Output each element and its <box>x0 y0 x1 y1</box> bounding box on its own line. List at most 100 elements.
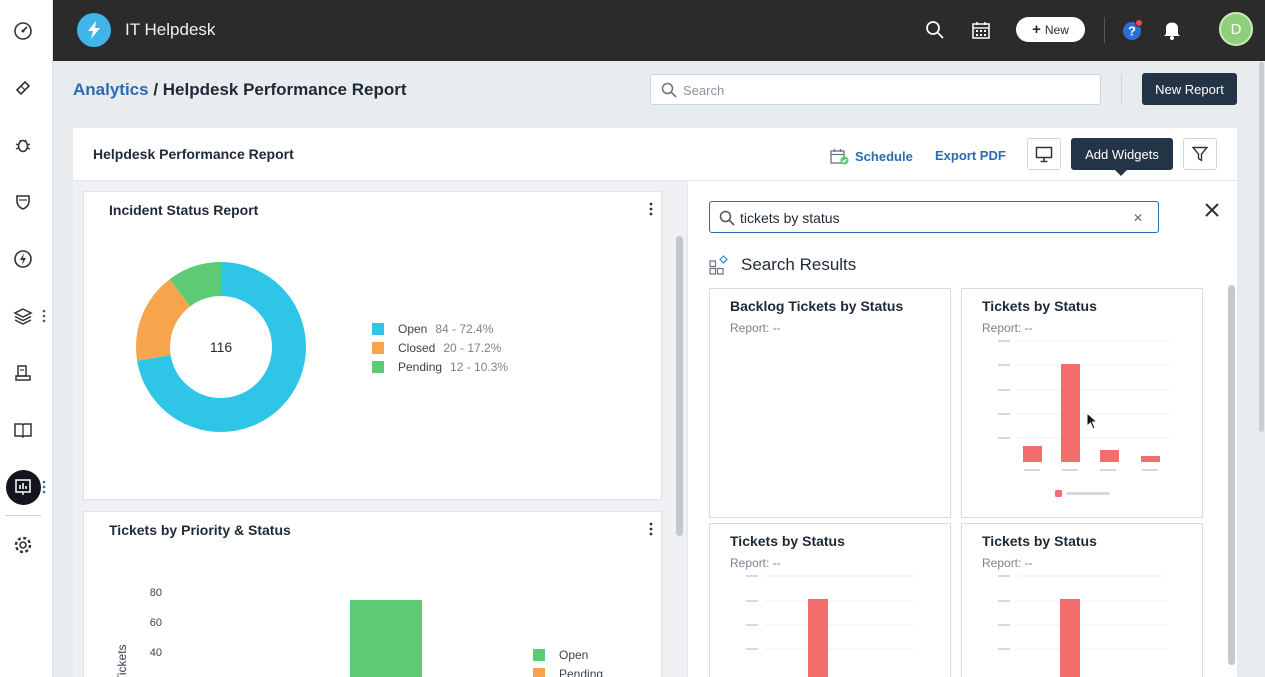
schedule-label: Schedule <box>855 149 913 164</box>
filter-icon <box>1191 146 1209 162</box>
widgets-grid-icon <box>709 255 728 275</box>
donut-center-value: 116 <box>210 339 233 355</box>
page-scrollbar[interactable] <box>1259 62 1264 432</box>
lightning-icon[interactable] <box>12 248 34 270</box>
donut-chart: 116 <box>136 262 306 432</box>
legend-swatch <box>372 360 384 373</box>
legend-swatch <box>372 341 384 354</box>
legend-label: Closed <box>398 340 436 355</box>
export-pdf-link[interactable]: Export PDF <box>935 148 1006 163</box>
new-report-button[interactable]: New Report <box>1142 73 1237 105</box>
widget-search-input[interactable] <box>740 208 1120 228</box>
kebab-menu-icon[interactable] <box>649 522 653 536</box>
report-divider <box>73 180 1237 181</box>
mouse-cursor-icon <box>1086 412 1098 430</box>
incident-status-widget[interactable]: Incident Status Report 116 Open 84 - 72.4… <box>83 191 662 500</box>
add-widgets-pointer <box>1115 170 1127 176</box>
widget-card[interactable]: Tickets by Status Report: -- <box>961 523 1203 677</box>
top-bar-divider <box>1104 17 1105 43</box>
sidebar <box>0 0 53 677</box>
legend-item-open: Open <box>533 645 603 664</box>
bell-icon[interactable] <box>1161 19 1183 41</box>
more-icon[interactable] <box>42 480 46 494</box>
legend-swatch <box>533 667 545 677</box>
header-divider <box>1121 74 1122 105</box>
kebab-menu-icon[interactable] <box>649 202 653 216</box>
legend-item-open: Open 84 - 72.4% <box>372 319 508 338</box>
avatar[interactable]: D <box>1219 12 1253 46</box>
legend-label: Open <box>398 321 428 336</box>
present-button[interactable] <box>1027 138 1061 170</box>
global-search <box>650 74 1101 105</box>
y-tick-label: 40 <box>150 647 162 659</box>
donut-slice-closed <box>136 262 306 432</box>
bar-chart-preview <box>998 575 1166 677</box>
contract-icon[interactable] <box>12 362 34 384</box>
card-subtitle: Report: -- <box>730 556 781 570</box>
bar-open <box>350 600 422 677</box>
card-title: Tickets by Status <box>730 533 845 549</box>
new-button[interactable]: + New <box>1016 17 1085 42</box>
legend-item-pending: Pending <box>533 664 603 677</box>
card-title: Tickets by Status <box>982 533 1097 549</box>
panel-scrollbar[interactable] <box>1228 285 1235 665</box>
donut-slice-pending <box>136 262 306 432</box>
y-axis-label: Tickets <box>115 644 129 677</box>
bar-chart-preview <box>998 340 1170 497</box>
report-container: Helpdesk Performance Report Schedule Exp… <box>73 128 1237 677</box>
widget-search: ✕ <box>709 201 1159 233</box>
widget-card[interactable]: Tickets by Status Report: -- <box>961 288 1203 518</box>
widget-card[interactable]: Tickets by Status Report: -- <box>709 523 951 677</box>
legend-item-pending: Pending 12 - 10.3% <box>372 357 508 376</box>
legend-value: 20 - 17.2% <box>443 340 502 355</box>
ticket-icon[interactable] <box>12 77 34 99</box>
card-subtitle: Report: -- <box>730 321 781 335</box>
new-button-label: New <box>1044 22 1069 37</box>
search-icon[interactable] <box>924 19 946 41</box>
dashboard-icon[interactable] <box>12 20 34 42</box>
help-icon[interactable]: ? <box>1122 19 1144 41</box>
legend-value: 84 - 72.4% <box>435 321 494 336</box>
card-subtitle: Report: -- <box>982 556 1033 570</box>
y-tick-label: 80 <box>150 587 162 599</box>
clear-search-icon[interactable]: ✕ <box>1132 211 1144 225</box>
filter-button[interactable] <box>1183 138 1217 170</box>
search-input[interactable] <box>683 79 1083 101</box>
card-title: Backlog Tickets by Status <box>730 298 904 314</box>
shield-icon[interactable] <box>12 191 34 213</box>
widget-card[interactable]: Backlog Tickets by Status Report: -- <box>709 288 951 518</box>
report-title: Helpdesk Performance Report <box>93 146 294 162</box>
breadcrumb-analytics-link[interactable]: Analytics <box>73 80 149 99</box>
bar-chart-preview <box>746 575 914 677</box>
bug-icon[interactable] <box>12 134 34 156</box>
close-panel-button[interactable] <box>1203 201 1221 219</box>
y-tick-label: 60 <box>150 617 162 629</box>
report-canvas: Incident Status Report 116 Open 84 - 72.4… <box>73 181 687 677</box>
analytics-icon[interactable] <box>12 476 34 498</box>
book-icon[interactable] <box>12 419 34 441</box>
layers-icon[interactable] <box>12 305 34 327</box>
svg-text:?: ? <box>1128 24 1136 39</box>
legend-item-closed: Closed 20 - 17.2% <box>372 338 508 357</box>
schedule-button[interactable]: Schedule <box>830 148 913 165</box>
monitor-icon <box>1035 146 1053 162</box>
gear-icon[interactable] <box>12 534 34 556</box>
legend-value: 12 - 10.3% <box>450 359 509 374</box>
card-subtitle: Report: -- <box>982 321 1033 335</box>
legend-label: Pending <box>398 359 443 374</box>
top-bar: IT Helpdesk + New ? D <box>53 0 1265 61</box>
priority-status-widget[interactable]: Tickets by Priority & Status Tickets 80 … <box>83 511 662 677</box>
search-results-title: Search Results <box>741 255 857 274</box>
sidebar-divider <box>6 515 41 516</box>
page-title: Helpdesk Performance Report <box>162 80 407 99</box>
canvas-scrollbar[interactable] <box>676 236 683 536</box>
donut-legend: Open 84 - 72.4% Closed 20 - 17.2% Pending 1… <box>372 319 508 376</box>
bar-chart: Tickets 80 60 40 <box>115 587 422 677</box>
calendar-icon[interactable] <box>970 19 992 41</box>
app-logo[interactable] <box>77 13 111 47</box>
add-widgets-button[interactable]: Add Widgets <box>1071 138 1173 170</box>
bar-legend: Open Pending <box>533 645 603 677</box>
schedule-calendar-icon <box>830 149 849 165</box>
more-icon[interactable] <box>42 309 46 323</box>
legend-label: Open <box>559 647 589 662</box>
